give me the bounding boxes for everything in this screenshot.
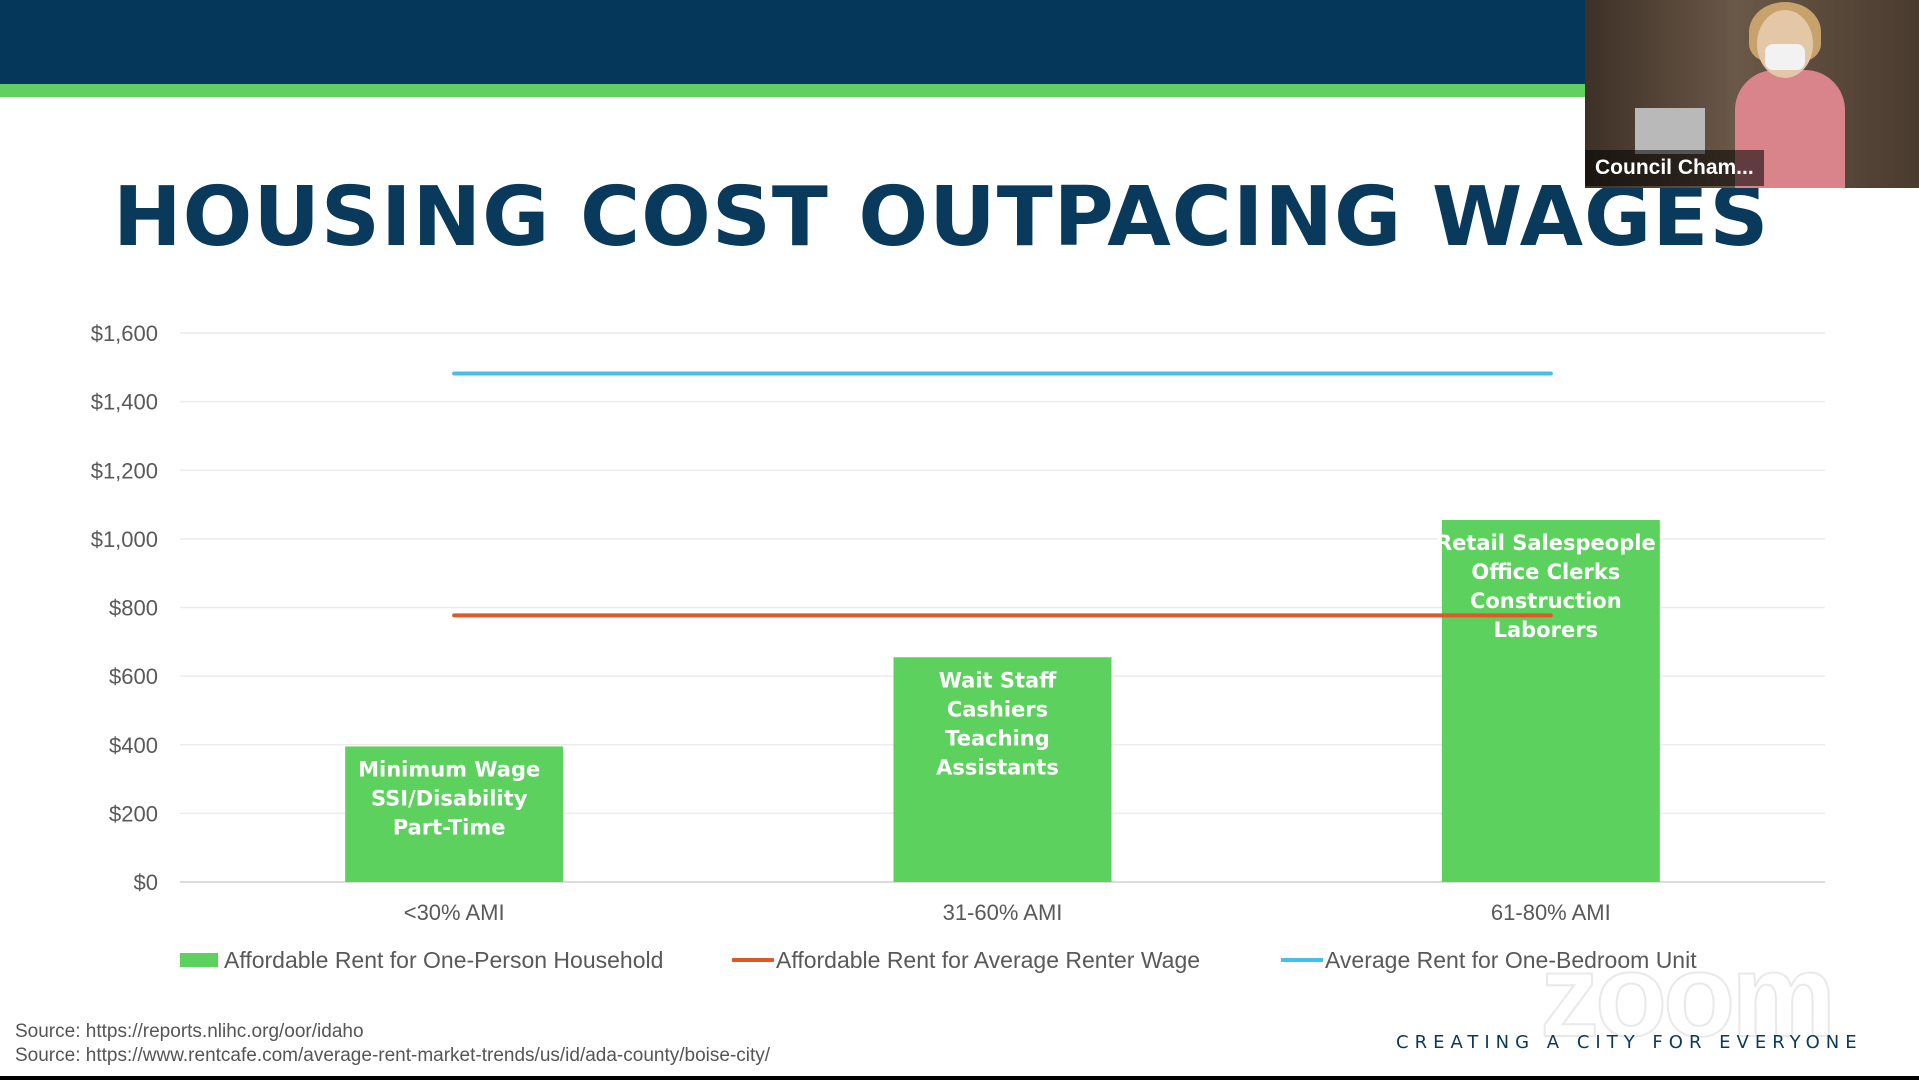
series-lines bbox=[452, 371, 1553, 618]
chart: $0 $200 $400 $600 $800 $1,000 $1,200 $1,400 $1,6… bbox=[91, 321, 1825, 973]
bar-data-label: Retail Salespeople bbox=[1436, 531, 1656, 555]
y-tick-label: $400 bbox=[109, 733, 158, 758]
x-tick-label: <30% AMI bbox=[404, 900, 505, 925]
zoom-watermark: zoom bbox=[1539, 929, 1837, 1063]
y-tick-label: $1,400 bbox=[91, 390, 158, 415]
legend-swatch bbox=[180, 953, 218, 967]
participant-video-tile[interactable]: Council Cham... bbox=[1585, 0, 1919, 188]
x-tick-label: 61-80% AMI bbox=[1491, 900, 1611, 925]
slide-tagline: CREATING A CITY FOR EVERYONE bbox=[1396, 1032, 1863, 1053]
bar-data-label: Teaching bbox=[945, 726, 1050, 750]
y-tick-label: $800 bbox=[109, 596, 158, 621]
legend: Affordable Rent for One-Person Household… bbox=[180, 947, 1697, 973]
accent-band bbox=[0, 84, 1919, 97]
bar bbox=[893, 657, 1112, 882]
source-line: Source: https://www.rentcafe.com/average… bbox=[15, 1045, 771, 1066]
source-line: Source: https://reports.nlihc.org/oor/id… bbox=[15, 1021, 364, 1042]
bar-data-label: SSI/Disability bbox=[371, 786, 528, 810]
bar-data-label: Minimum Wage bbox=[358, 757, 540, 781]
participant-name-label: Council Cham... bbox=[1585, 150, 1764, 186]
x-tick-label: 31-60% AMI bbox=[943, 900, 1063, 925]
bar-data-label: Laborers bbox=[1494, 618, 1598, 642]
video-monitor bbox=[1635, 108, 1705, 154]
y-tick-label: $1,000 bbox=[91, 527, 158, 552]
legend-label: Affordable Rent for One-Person Household bbox=[224, 947, 663, 973]
bar-data-label: Cashiers bbox=[947, 697, 1048, 721]
bar bbox=[345, 746, 564, 882]
legend-label: Affordable Rent for Average Renter Wage bbox=[776, 947, 1200, 973]
y-tick-label: $0 bbox=[134, 870, 158, 895]
y-axis-ticks: $0 $200 $400 $600 $800 $1,000 $1,200 $1,400 $1,6… bbox=[91, 321, 158, 895]
bars: Minimum Wage SSI/Disability Part-Time Wait … bbox=[345, 520, 1660, 882]
bar-data-label: Assistants bbox=[936, 755, 1059, 779]
participant-mask bbox=[1765, 44, 1805, 70]
legend-label: Average Rent for One-Bedroom Unit bbox=[1325, 947, 1697, 973]
bar-data-label: Part-Time bbox=[393, 815, 506, 839]
bar-data-label: Office Clerks bbox=[1471, 560, 1620, 584]
sources: Source: https://reports.nlihc.org/oor/id… bbox=[15, 1020, 770, 1068]
y-tick-label: $600 bbox=[109, 664, 158, 689]
bar-data-label: Wait Staff bbox=[939, 668, 1057, 692]
y-tick-label: $1,600 bbox=[91, 321, 158, 346]
x-axis-ticks: <30% AMI 31-60% AMI 61-80% AMI bbox=[404, 900, 1611, 925]
slide-title: HOUSING COST OUTPACING WAGES bbox=[113, 170, 1770, 265]
bar-data-label: Construction bbox=[1470, 589, 1622, 613]
y-tick-label: $200 bbox=[109, 801, 158, 826]
y-tick-label: $1,200 bbox=[91, 458, 158, 483]
bar bbox=[1441, 520, 1660, 882]
